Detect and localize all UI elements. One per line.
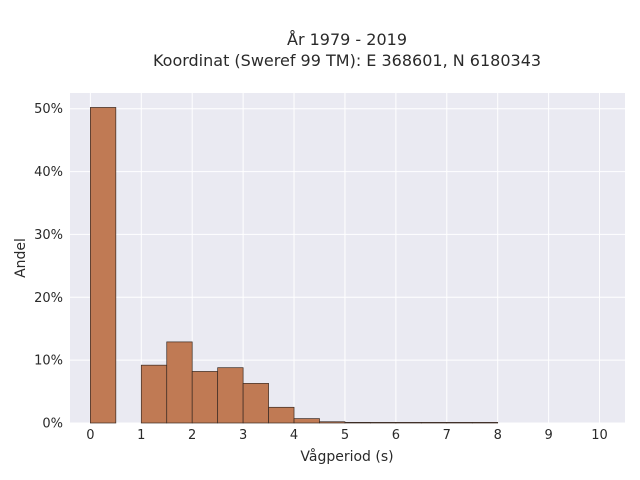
x-tick-label: 3: [239, 428, 247, 443]
x-tick-label: 4: [290, 428, 298, 443]
histogram-bar: [420, 422, 448, 424]
chart-title-line1: År 1979 - 2019: [287, 30, 407, 49]
histogram-bar: [293, 418, 320, 424]
y-tick-label: 50%: [34, 102, 63, 117]
x-axis-label: Vågperiod (s): [300, 448, 393, 465]
x-tick-label: 8: [494, 428, 502, 443]
y-tick-label: 10%: [34, 354, 63, 369]
y-tick-label: 30%: [34, 228, 63, 243]
histogram-bar: [471, 422, 499, 424]
histogram-bar: [344, 422, 371, 424]
histogram-bar: [140, 364, 168, 424]
x-tick-label: 7: [443, 428, 451, 443]
x-tick-label: 6: [392, 428, 400, 443]
histogram-bar: [268, 406, 295, 424]
histogram-bar: [395, 422, 422, 424]
histogram-bar: [90, 107, 117, 424]
x-tick-label: 2: [188, 428, 196, 443]
x-tick-label: 0: [86, 428, 94, 443]
y-axis-ticks: 0% 10% 20% 30% 40% 50%: [34, 102, 63, 431]
y-tick-label: 0%: [42, 417, 63, 432]
y-tick-label: 20%: [34, 291, 63, 306]
chart-title-line2: Koordinat (Sweref 99 TM): E 368601, N 61…: [153, 51, 541, 70]
histogram-bar: [191, 371, 219, 424]
x-tick-label: 10: [591, 428, 608, 443]
y-tick-label: 40%: [34, 165, 63, 180]
y-axis-label: Andel: [13, 238, 29, 278]
histogram-bar: [166, 341, 193, 424]
histogram-bar: [217, 367, 244, 424]
histogram-bar: [370, 422, 397, 424]
histogram-bar: [446, 422, 473, 424]
histogram-bar: [242, 383, 269, 424]
x-tick-label: 1: [137, 428, 145, 443]
bars: [90, 107, 499, 424]
grid-lines: [70, 93, 625, 424]
histogram-bar: [319, 421, 346, 424]
x-tick-label: 9: [544, 428, 552, 443]
x-axis-ticks: 0 1 2 3 4 5 6 7 8 9 10: [86, 428, 608, 443]
x-tick-label: 5: [341, 428, 349, 443]
